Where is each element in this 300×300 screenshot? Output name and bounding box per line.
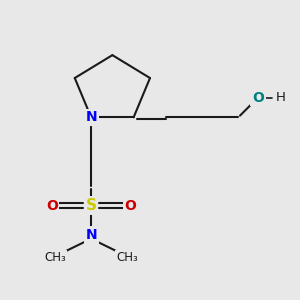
Text: CH₃: CH₃ xyxy=(44,251,66,265)
Text: N: N xyxy=(85,228,97,242)
Text: N: N xyxy=(85,110,97,124)
Text: O: O xyxy=(124,199,136,213)
Text: H: H xyxy=(276,91,286,104)
Text: CH₃: CH₃ xyxy=(116,251,138,265)
Text: O: O xyxy=(252,91,264,105)
Text: S: S xyxy=(85,198,97,213)
Text: O: O xyxy=(46,199,58,213)
